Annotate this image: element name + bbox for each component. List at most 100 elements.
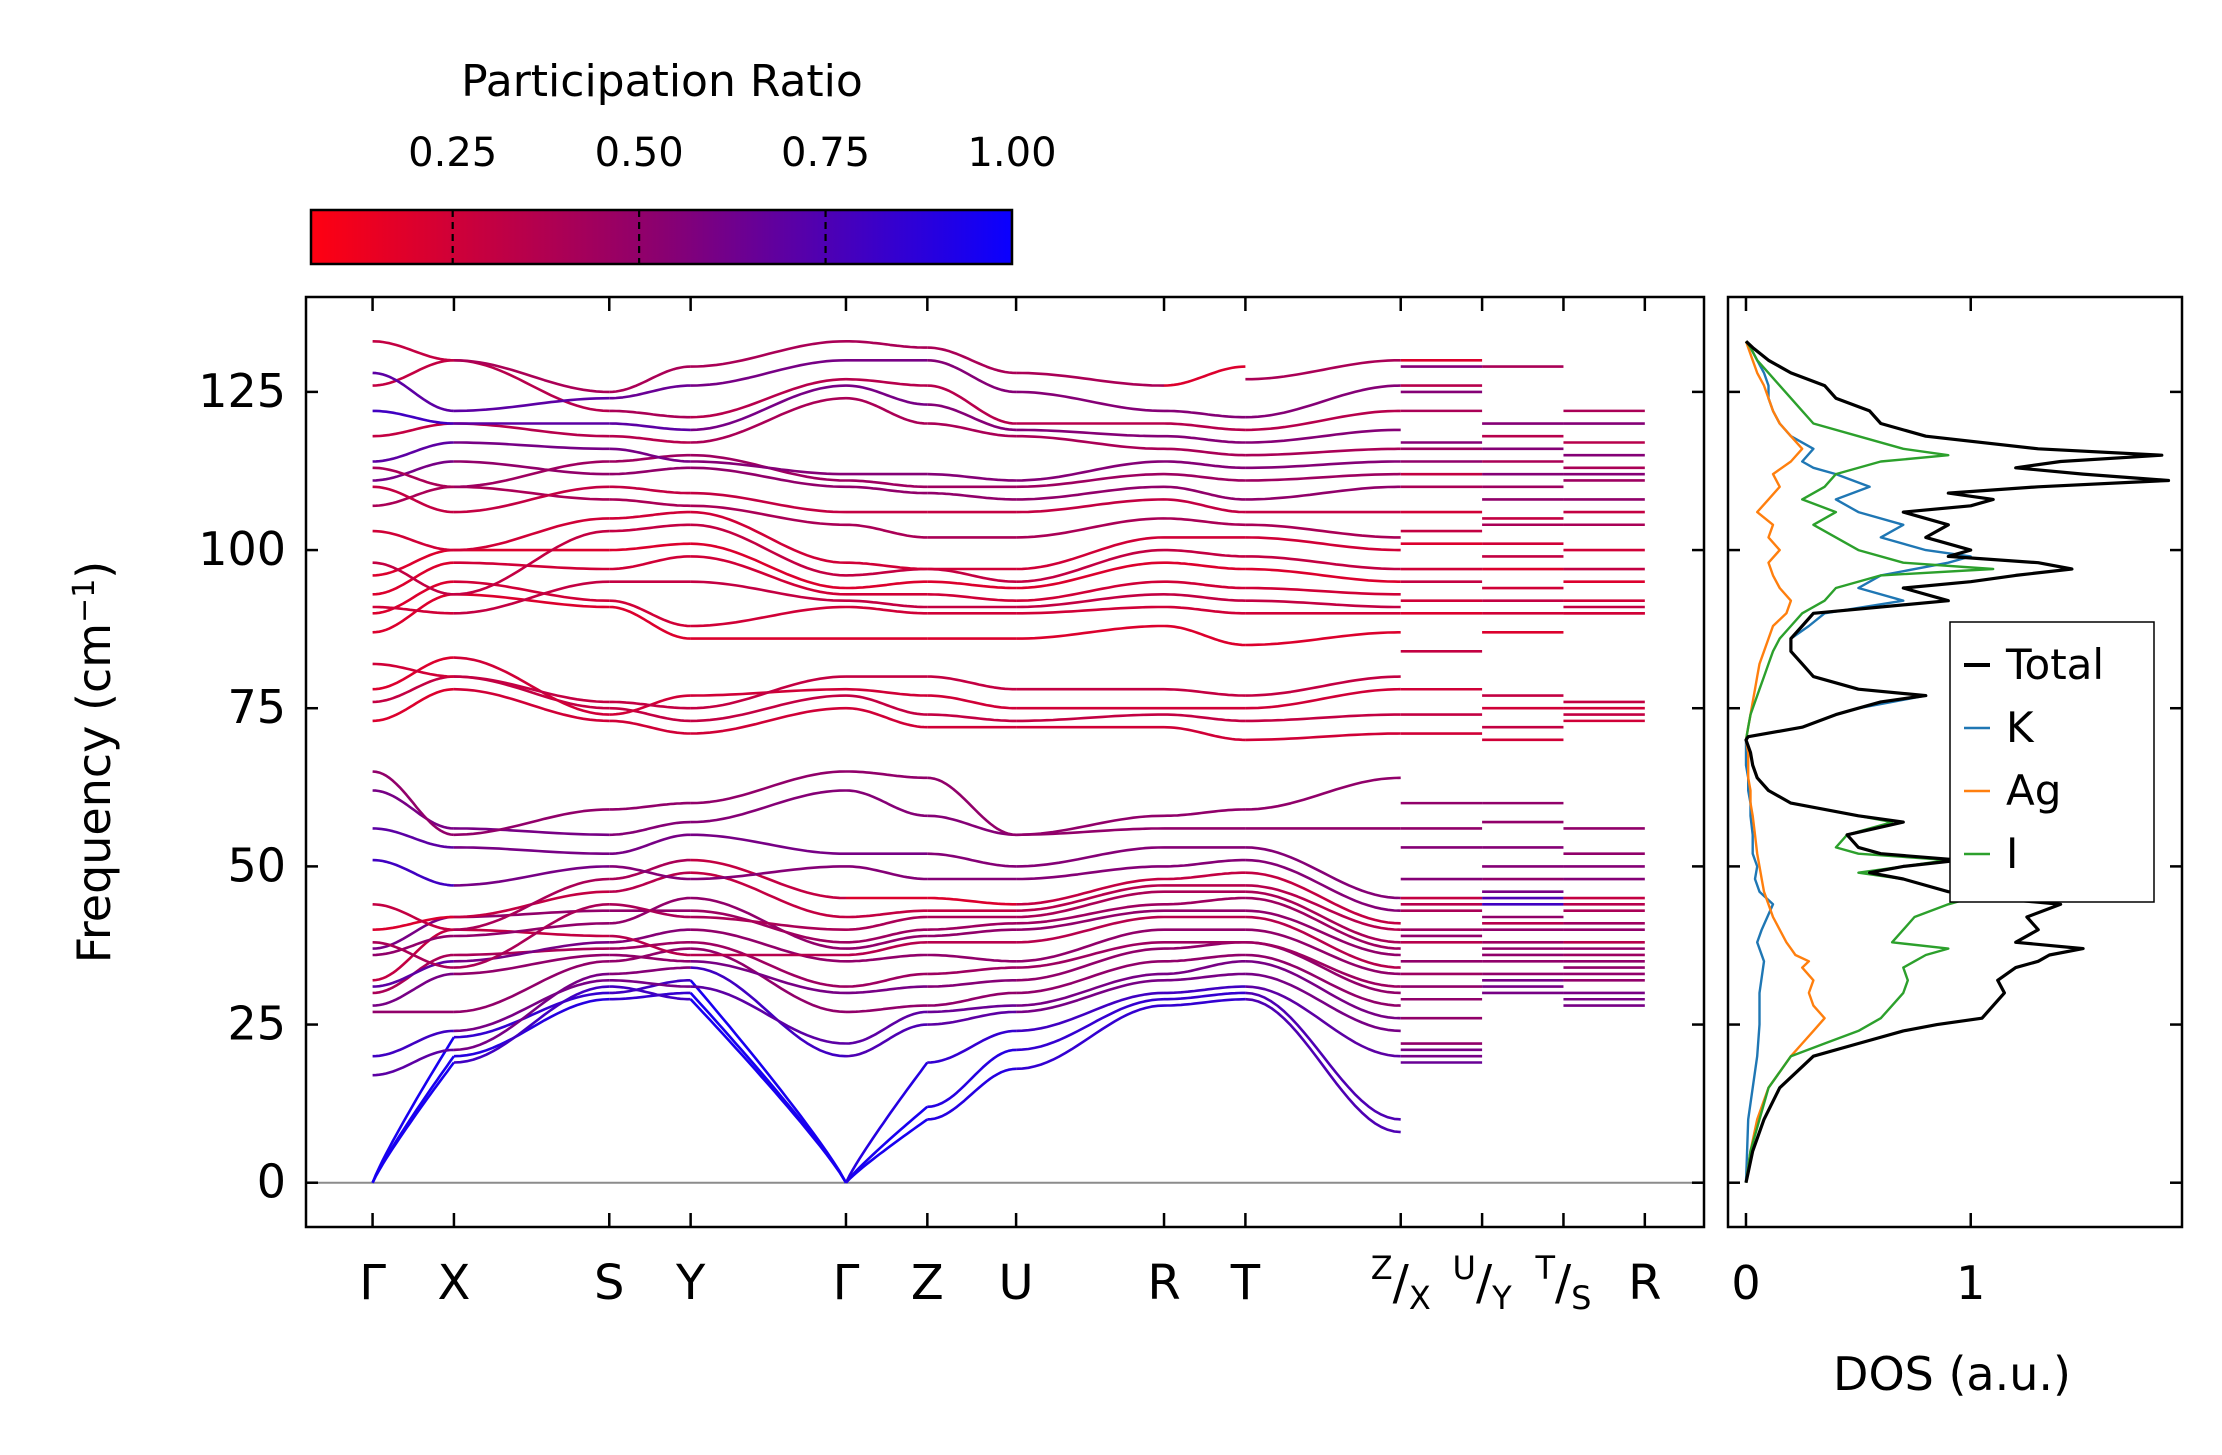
band-line bbox=[927, 991, 1017, 1007]
band-line bbox=[372, 485, 454, 508]
band-line bbox=[453, 903, 610, 969]
band-line bbox=[609, 384, 691, 400]
band-line bbox=[1245, 687, 1401, 710]
band-line bbox=[609, 542, 691, 552]
band-line bbox=[1164, 713, 1246, 723]
colorbar-ticks: 0.25 0.50 0.75 1.00 bbox=[408, 130, 1057, 264]
band-line bbox=[1016, 846, 1165, 868]
band-line bbox=[372, 972, 454, 1007]
band-line bbox=[1245, 599, 1401, 609]
colorbar: Participation Ratio 0.25 0.50 0.75 1.00 bbox=[309, 56, 1057, 266]
band-line bbox=[453, 953, 610, 976]
band-line bbox=[372, 371, 454, 413]
band-line bbox=[1016, 548, 1165, 583]
band-line bbox=[1245, 586, 1401, 596]
y-axis-label-sup: −1 bbox=[67, 579, 102, 623]
band-line bbox=[1163, 972, 1246, 982]
band-line bbox=[690, 865, 846, 881]
band-line bbox=[453, 441, 610, 451]
band-line bbox=[372, 960, 454, 988]
band-line bbox=[1164, 991, 1246, 1001]
band-line bbox=[846, 928, 928, 944]
band-line bbox=[609, 858, 691, 881]
band-line bbox=[1163, 593, 1246, 602]
y-tick-label: 0 bbox=[257, 1155, 286, 1209]
band-line bbox=[372, 466, 454, 489]
band-line bbox=[609, 700, 691, 710]
band-line bbox=[927, 580, 1017, 590]
band-line bbox=[372, 770, 455, 837]
legend-label-i: I bbox=[2006, 829, 2018, 878]
band-line bbox=[927, 928, 1017, 938]
band-line bbox=[1245, 485, 1401, 501]
band-line bbox=[1164, 858, 1246, 868]
band-line bbox=[927, 567, 1017, 583]
band-line bbox=[1016, 605, 1164, 615]
colorbar-tick-label: 0.50 bbox=[595, 130, 684, 176]
band-line bbox=[1016, 593, 1165, 609]
band-line bbox=[690, 675, 847, 710]
band-line bbox=[1245, 896, 1401, 950]
band-line bbox=[690, 915, 847, 931]
band-line bbox=[609, 498, 691, 508]
band-line bbox=[690, 396, 847, 444]
dos-lines bbox=[1744, 340, 2171, 1184]
dos-x-tick-label: 1 bbox=[1956, 1256, 1985, 1310]
band-line bbox=[609, 871, 691, 893]
band-line bbox=[690, 384, 847, 432]
band-line bbox=[927, 346, 1017, 375]
band-line bbox=[846, 985, 928, 995]
band-line bbox=[453, 928, 610, 938]
band-line bbox=[845, 941, 928, 957]
band-line bbox=[1245, 536, 1401, 552]
band-line bbox=[1164, 434, 1246, 444]
band-line bbox=[372, 1029, 454, 1058]
band-line bbox=[1016, 460, 1165, 482]
band-line bbox=[690, 966, 847, 1058]
band-line bbox=[689, 992, 848, 1184]
band-line bbox=[927, 384, 1017, 425]
band-line bbox=[372, 441, 454, 463]
band-line bbox=[372, 903, 454, 931]
band-line bbox=[845, 1010, 928, 1045]
band-line bbox=[609, 485, 691, 495]
y-tick-label: 25 bbox=[227, 997, 286, 1051]
band-line bbox=[453, 865, 610, 887]
band-line bbox=[372, 359, 454, 387]
band-line bbox=[453, 827, 610, 837]
band-line bbox=[1245, 991, 1401, 1121]
band-line bbox=[1016, 884, 1165, 912]
band-line bbox=[609, 555, 691, 571]
band-line bbox=[1163, 517, 1246, 527]
band-line bbox=[927, 922, 1017, 931]
band-line bbox=[372, 485, 454, 514]
band-line bbox=[1245, 953, 1401, 1007]
band-line bbox=[1245, 928, 1401, 976]
band-line bbox=[690, 542, 847, 590]
band-x-ticks: Γ X S Y Γ Z U R T RZ/XU/YT/S bbox=[359, 297, 1662, 1317]
band-line bbox=[927, 422, 1017, 438]
band-line bbox=[690, 466, 847, 489]
band-line bbox=[1016, 814, 1165, 837]
band-line bbox=[372, 1048, 454, 1077]
band-line bbox=[1016, 909, 1165, 931]
band-line bbox=[1163, 422, 1246, 432]
band-line bbox=[1163, 365, 1246, 387]
band-line bbox=[690, 789, 847, 824]
band-axes-frame bbox=[304, 295, 1706, 1229]
band-line bbox=[846, 909, 928, 919]
band-line bbox=[1245, 384, 1401, 419]
band-line bbox=[1163, 624, 1246, 647]
band-line bbox=[1016, 561, 1165, 590]
band-line bbox=[453, 460, 610, 476]
band-line bbox=[690, 504, 847, 527]
band-line bbox=[1245, 713, 1401, 723]
band-line bbox=[690, 833, 846, 856]
band-line bbox=[453, 997, 610, 1058]
band-line bbox=[1164, 985, 1246, 995]
band-line bbox=[846, 479, 928, 489]
band-line bbox=[1245, 858, 1401, 912]
